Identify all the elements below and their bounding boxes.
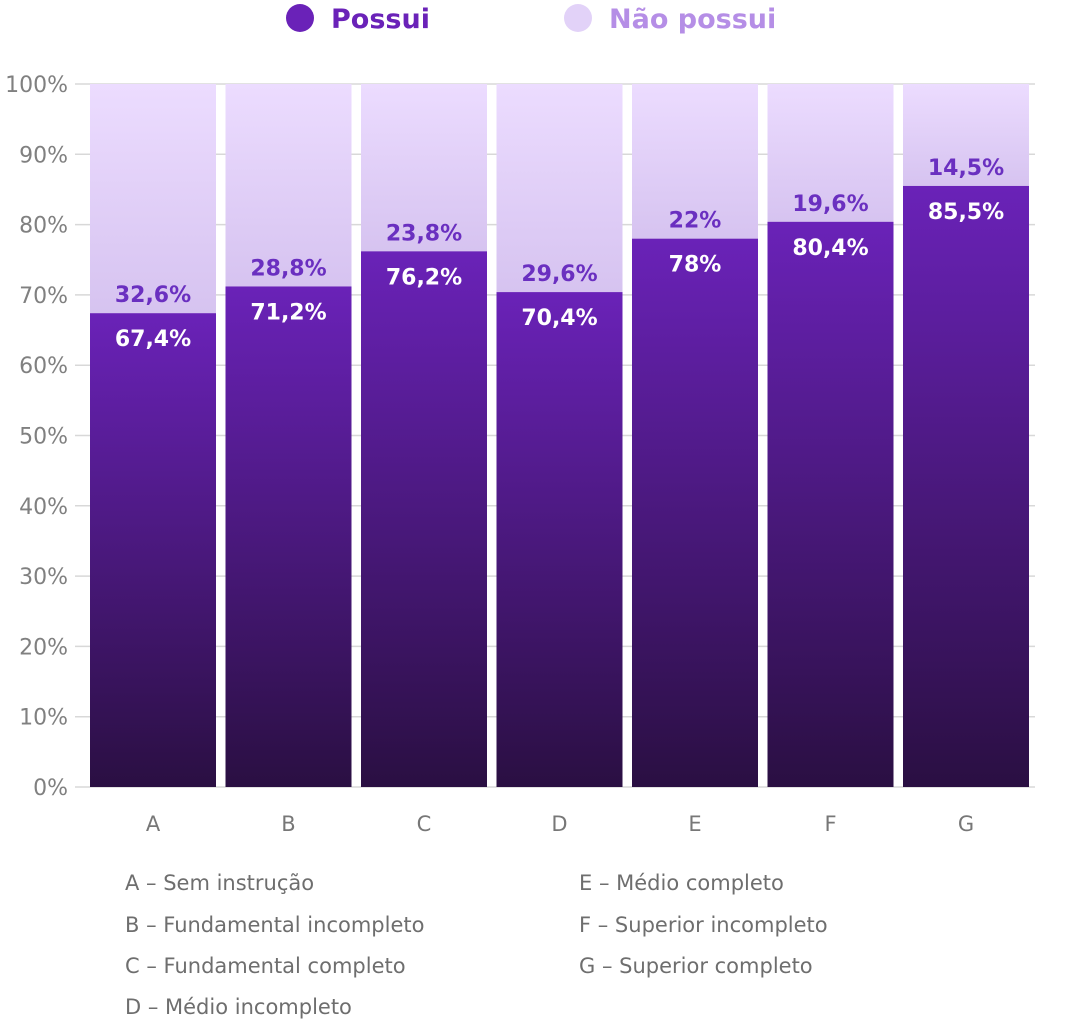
- key-item-e: E – Médio completo: [579, 871, 784, 895]
- key-item-g: G – Superior completo: [579, 954, 813, 978]
- data-label-possui-e: 78%: [669, 253, 722, 278]
- data-label-nao-possui-g: 14,5%: [928, 156, 1004, 181]
- data-label-possui-d: 70,4%: [521, 306, 597, 331]
- data-label-nao-possui-e: 22%: [669, 209, 722, 234]
- bar-nao-possui-f: [767, 84, 894, 222]
- x-tick-label-b: B: [281, 812, 295, 836]
- key-item-d: D – Médio incompleto: [125, 995, 352, 1019]
- legend-marker-possui: [286, 4, 314, 32]
- y-tick-label-0: 0%: [33, 776, 68, 801]
- legend-marker-nao-possui: [564, 4, 592, 32]
- bar-possui-a: [90, 313, 216, 787]
- bar-nao-possui-g: [903, 84, 1029, 186]
- y-tick-label-10: 10%: [19, 706, 68, 731]
- x-axis: A B C D E F G: [146, 812, 974, 836]
- x-tick-label-a: A: [146, 812, 161, 836]
- key-item-c: C – Fundamental completo: [125, 954, 406, 978]
- bar-nao-possui-e: [632, 84, 758, 239]
- y-tick-label-60: 60%: [19, 354, 68, 379]
- y-tick-label-90: 90%: [19, 143, 68, 168]
- y-tick-label-70: 70%: [19, 284, 68, 309]
- y-tick-label-80: 80%: [19, 214, 68, 239]
- bar-possui-g: [903, 185, 1029, 787]
- bar-possui-c: [361, 251, 487, 788]
- legend-label-nao-possui: Não possui: [609, 4, 776, 35]
- x-tick-label-e: E: [688, 812, 701, 836]
- bar-possui-e: [632, 238, 758, 787]
- bar-possui-f: [767, 221, 894, 788]
- data-labels: 32,6% 67,4% 28,8% 71,2% 23,8% 76,2% 29,6% 70,4%…: [115, 156, 1004, 352]
- y-tick-label-30: 30%: [19, 565, 68, 590]
- legend: Possui Não possui: [286, 4, 776, 35]
- y-tick-label-50: 50%: [19, 425, 68, 450]
- bar-possui-b: [225, 286, 352, 787]
- y-tick-label-20: 20%: [19, 635, 68, 660]
- data-label-nao-possui-c: 23,8%: [386, 221, 462, 246]
- bar-nao-possui-b: [225, 84, 352, 287]
- y-tick-label-40: 40%: [19, 495, 68, 520]
- data-label-nao-possui-f: 19,6%: [792, 192, 868, 217]
- data-label-possui-g: 85,5%: [928, 200, 1004, 225]
- data-label-nao-possui-a: 32,6%: [115, 283, 191, 308]
- x-tick-label-f: F: [824, 812, 836, 836]
- data-label-nao-possui-d: 29,6%: [521, 262, 597, 287]
- category-key: A – Sem instrução B – Fundamental incomp…: [125, 871, 828, 1019]
- bars: [90, 84, 1029, 788]
- key-item-a: A – Sem instrução: [125, 871, 314, 895]
- x-tick-label-g: G: [958, 812, 974, 836]
- data-label-possui-a: 67,4%: [115, 327, 191, 352]
- data-label-possui-f: 80,4%: [792, 236, 868, 261]
- legend-label-possui: Possui: [331, 4, 430, 35]
- x-tick-label-d: D: [551, 812, 567, 836]
- x-tick-label-c: C: [417, 812, 432, 836]
- data-label-possui-c: 76,2%: [386, 265, 462, 290]
- bar-possui-d: [496, 292, 623, 787]
- data-label-nao-possui-b: 28,8%: [250, 256, 326, 281]
- bar-nao-possui-d: [496, 84, 623, 293]
- key-item-b: B – Fundamental incompleto: [125, 913, 424, 937]
- y-tick-label-100: 100%: [5, 73, 68, 98]
- bar-nao-possui-a: [90, 84, 216, 314]
- y-axis: 0% 10% 20% 30% 40% 50% 60% 70% 80% 90% 100%: [5, 73, 68, 801]
- bar-nao-possui-c: [361, 84, 487, 252]
- data-label-possui-b: 71,2%: [250, 300, 326, 325]
- key-item-f: F – Superior incompleto: [579, 913, 828, 937]
